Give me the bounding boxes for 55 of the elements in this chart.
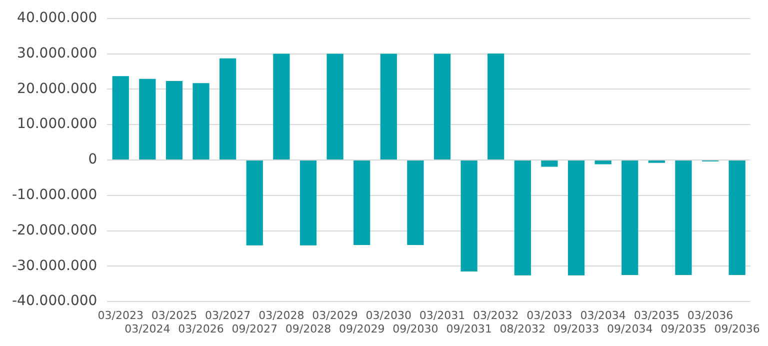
x-tick-label: 09/2033 <box>553 322 600 336</box>
x-tick-label: 09/2031 <box>446 322 492 336</box>
bar <box>166 81 183 160</box>
bar <box>407 160 424 245</box>
y-tick-label: -30.000.000 <box>12 258 98 274</box>
x-tick-label: 03/2024 <box>124 322 170 336</box>
x-tick-label: 03/2029 <box>312 309 358 322</box>
bar <box>139 78 156 160</box>
x-tick-label: 03/2023 <box>98 309 144 322</box>
x-tick-label: 09/2035 <box>660 322 706 336</box>
bar <box>460 160 478 272</box>
x-tick-label: 03/2030 <box>366 309 412 322</box>
y-tick-label: 0 <box>88 152 98 168</box>
x-tick-label: 09/2034 <box>607 322 653 336</box>
bar <box>434 54 451 160</box>
bar <box>541 160 558 167</box>
bar <box>273 54 290 160</box>
bar <box>380 54 397 160</box>
y-tick-label: 10.000.000 <box>17 116 98 132</box>
bar <box>728 160 746 276</box>
bar <box>675 160 692 276</box>
y-tick-label: 20.000.000 <box>17 80 98 97</box>
x-tick-label: 03/2036 <box>687 309 734 322</box>
bar <box>246 160 263 246</box>
x-tick-label: 09/2029 <box>338 322 385 336</box>
x-tick-label: 03/2025 <box>151 309 198 322</box>
x-tick-label: 08/2032 <box>500 322 546 336</box>
bar <box>192 83 210 160</box>
x-tick-label: 03/2034 <box>580 309 626 322</box>
x-tick-label: 03/2031 <box>419 309 466 322</box>
bar <box>514 160 531 276</box>
bar <box>112 76 129 160</box>
bar <box>622 160 638 276</box>
x-tick-label: 03/2026 <box>178 322 224 336</box>
bar <box>354 160 370 245</box>
x-tick-label: 03/2035 <box>634 309 680 322</box>
bar <box>326 54 344 160</box>
x-tick-label: 09/2036 <box>714 322 760 336</box>
bar <box>488 53 504 160</box>
y-tick-label: -10.000.000 <box>12 187 98 204</box>
y-tick-label: -20.000.000 <box>12 222 98 238</box>
x-tick-label: 03/2032 <box>472 309 519 322</box>
x-tick-label: 09/2027 <box>232 322 278 336</box>
x-tick-label: 09/2030 <box>392 322 438 336</box>
y-tick-label: 40.000.000 <box>17 10 98 26</box>
bar <box>220 58 236 160</box>
bar <box>300 160 317 246</box>
y-tick-label: -40.000.000 <box>12 293 98 310</box>
y-tick-label: 30.000.000 <box>17 45 98 62</box>
x-tick-label: 03/2028 <box>258 309 304 322</box>
x-tick-label: 03/2033 <box>526 309 572 322</box>
bar <box>568 160 585 276</box>
x-tick-label: 03/2027 <box>204 309 251 322</box>
x-tick-label: 09/2028 <box>285 322 332 336</box>
bar <box>594 160 612 164</box>
